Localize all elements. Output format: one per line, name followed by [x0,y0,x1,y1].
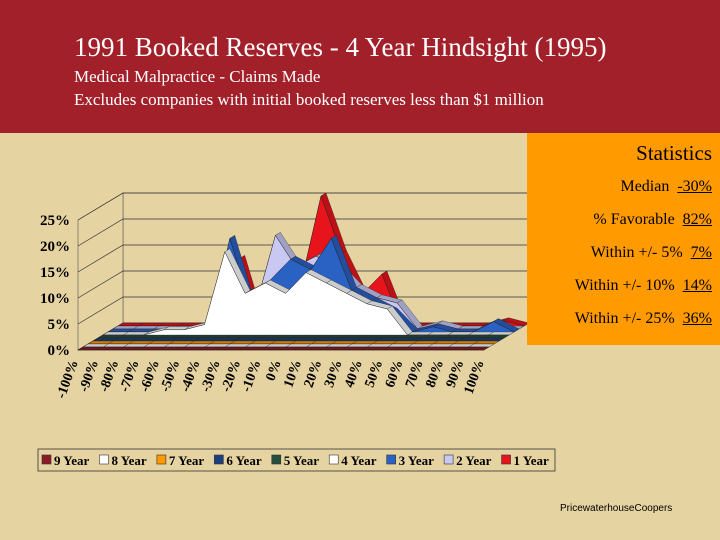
statistic-value: 7% [690,244,712,261]
legend-label: 1 Year [514,453,549,468]
slide-title: 1991 Booked Reserves - 4 Year Hindsight … [74,32,607,62]
grid-line [77,192,529,221]
legend-swatch [386,454,396,465]
legend-label: 6 Year [226,453,261,468]
statistic-value: 82% [682,211,712,228]
legend-label: 9 Year [54,453,89,468]
statistic-label: Median [620,178,670,195]
legend-label: 4 Year [341,453,376,468]
legend-swatch [328,454,339,465]
subtitle: Medical Malpractice - Claims Made [74,67,321,86]
y-tick-label: 0% [48,343,71,359]
y-tick-label: 20% [40,239,70,255]
grid-line [77,270,529,299]
series-3 [92,337,505,342]
statistic-row: Median -30% [620,178,712,196]
legend-label: 8 Year [111,453,146,468]
series-4 [97,334,510,339]
legend-swatch [443,454,454,465]
statistic-label: % Favorable [593,211,675,228]
x-tick-label: 0% [263,358,284,383]
series-2 [87,340,500,345]
x-tick-label: -100% [54,358,82,400]
footer: PricewaterhouseCoopers [560,503,673,514]
y-tick-label: 10% [40,291,70,307]
legend-label: 7 Year [169,453,204,468]
statistic-value: -30% [677,178,712,195]
legend-swatch [501,454,511,465]
subtitle: Excludes companies with initial booked r… [74,90,544,109]
statistic-row: Within +/- 25% 36% [575,310,712,328]
statistics-title: Statistics [636,141,712,165]
y-tick-label: 5% [48,317,71,333]
legend-swatch [214,454,224,465]
statistics-panel: Statistics Median -30%% Favorable 82% Withi… [527,133,720,345]
statistic-label: Within +/- 10% [574,277,675,294]
legend-label: 2 Year [456,453,491,468]
statistic-label: Within +/- 25% [574,310,675,327]
statistic-row: Within +/- 5% 7% [591,244,712,262]
legend-swatch [271,454,282,465]
grid-line [77,218,529,247]
statistic-row: Within +/- 10% 14% [575,277,712,295]
statistic-value: 14% [682,277,712,294]
side-wall [77,192,124,351]
series-0 [77,346,490,351]
legend-box [37,448,556,472]
legend-swatch [156,454,167,465]
y-tick-label: 15% [40,265,70,281]
area-fill [103,251,509,335]
legend-label: 3 Year [399,453,434,468]
grid-line [77,244,529,273]
banner: 1991 Booked Reserves - 4 Year Hindsight … [0,0,720,133]
legend-swatch [99,454,109,465]
series-1 [82,343,495,348]
legend-label: 5 Year [284,453,319,468]
statistic-row: % Favorable 82% [593,211,712,229]
legend-swatch [41,454,52,465]
y-tick-label: 25% [40,213,70,229]
statistic-value: 36% [682,310,712,327]
statistic-label: Within +/- 5% [590,244,683,261]
